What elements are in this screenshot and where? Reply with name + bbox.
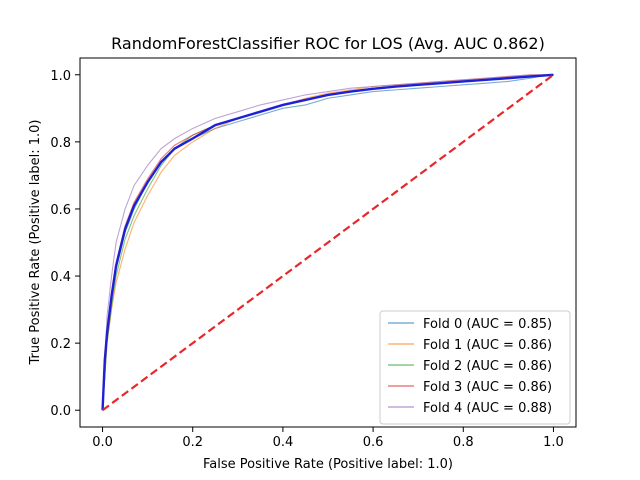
y-tick-label: 0.2 — [50, 337, 71, 352]
chart-title: RandomForestClassifier ROC for LOS (Avg.… — [111, 34, 545, 53]
legend-entry: Fold 3 (AUC = 0.86) — [423, 380, 552, 395]
y-axis-label: True Positive Rate (Positive label: 1.0) — [28, 120, 43, 366]
y-tick-label: 0.4 — [50, 270, 71, 285]
mean-roc-curve — [101, 73, 554, 411]
x-axis-label: False Positive Rate (Positive label: 1.0… — [203, 457, 453, 472]
legend-box — [379, 310, 571, 425]
roc-curve-fold-4 — [102, 74, 554, 411]
x-tick-label: 1.0 — [543, 435, 564, 450]
x-tick-label: 0.6 — [363, 435, 384, 450]
x-tick-label: 0.2 — [182, 435, 203, 450]
y-tick-label: 1.0 — [50, 69, 71, 84]
plot-frame — [79, 57, 577, 428]
legend-entry: Fold 0 (AUC = 0.85) — [423, 317, 552, 332]
y-tick-label: 0.8 — [50, 136, 71, 151]
legend-entry: Fold 1 (AUC = 0.86) — [423, 338, 552, 353]
chance-diagonal-line — [101, 73, 555, 412]
x-tick-label: 0.8 — [453, 435, 474, 450]
x-tick-label: 0.4 — [273, 435, 294, 450]
x-tick-label: 0.0 — [92, 435, 113, 450]
roc-curve-fold-0 — [102, 74, 554, 411]
legend-entry: Fold 2 (AUC = 0.86) — [423, 359, 552, 374]
y-tick-label: 0.6 — [50, 203, 71, 218]
legend-entry: Fold 4 (AUC = 0.88) — [423, 401, 552, 416]
y-tick-label: 0.0 — [50, 404, 71, 419]
